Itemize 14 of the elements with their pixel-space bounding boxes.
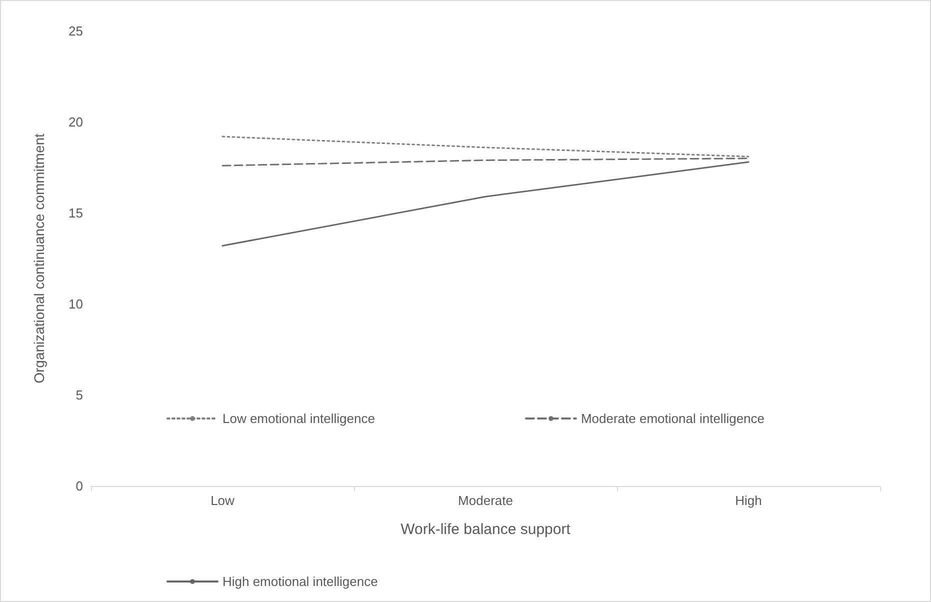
y-tick-label: 25 bbox=[68, 24, 83, 38]
legend-label: Low emotional intelligence bbox=[222, 411, 375, 426]
x-tick-label: High bbox=[735, 493, 762, 508]
x-tick-label: Moderate bbox=[458, 493, 513, 508]
y-axis-title: Organizational continuance commitment bbox=[31, 133, 47, 384]
x-axis-title: Work-life balance support bbox=[400, 521, 572, 538]
y-tick-label: 5 bbox=[76, 388, 83, 402]
y-tick-label: 15 bbox=[68, 206, 83, 220]
x-tick-label: Low bbox=[210, 493, 236, 508]
y-tick-label: 0 bbox=[76, 478, 83, 494]
legend-label: High emotional intelligence bbox=[222, 574, 378, 589]
legend-label: Moderate emotional intelligence bbox=[580, 411, 765, 426]
y-tick-label: 10 bbox=[68, 296, 83, 312]
y-tick-label: 20 bbox=[68, 114, 83, 130]
